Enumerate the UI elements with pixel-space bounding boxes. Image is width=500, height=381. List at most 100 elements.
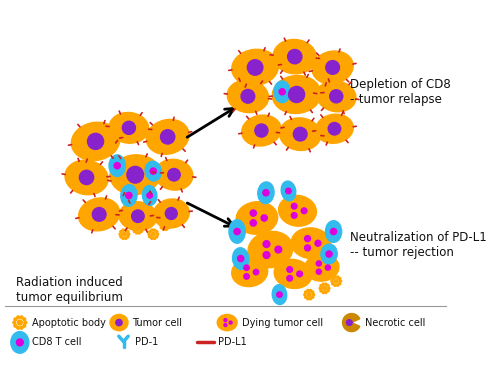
Circle shape bbox=[126, 192, 132, 199]
Circle shape bbox=[292, 203, 297, 209]
Circle shape bbox=[336, 276, 338, 278]
Text: Depletion of CD8
--tumor relapse: Depletion of CD8 --tumor relapse bbox=[350, 78, 450, 106]
Circle shape bbox=[136, 232, 138, 234]
Ellipse shape bbox=[272, 285, 286, 304]
Circle shape bbox=[294, 127, 307, 141]
Text: Dying tumor cell: Dying tumor cell bbox=[242, 318, 322, 328]
Circle shape bbox=[234, 229, 240, 235]
Circle shape bbox=[88, 133, 104, 149]
Circle shape bbox=[16, 327, 20, 329]
Circle shape bbox=[138, 232, 140, 234]
Circle shape bbox=[168, 224, 170, 226]
Circle shape bbox=[316, 269, 322, 274]
Circle shape bbox=[255, 124, 268, 137]
Circle shape bbox=[14, 325, 16, 327]
Circle shape bbox=[326, 265, 330, 270]
Circle shape bbox=[80, 170, 94, 184]
Circle shape bbox=[127, 166, 144, 183]
Circle shape bbox=[165, 228, 168, 231]
Ellipse shape bbox=[109, 155, 126, 176]
Text: CD8 T cell: CD8 T cell bbox=[32, 338, 82, 347]
Circle shape bbox=[156, 233, 158, 235]
Ellipse shape bbox=[274, 81, 290, 102]
Circle shape bbox=[152, 232, 155, 236]
Ellipse shape bbox=[232, 49, 278, 86]
Circle shape bbox=[325, 283, 327, 285]
Circle shape bbox=[250, 210, 256, 216]
Circle shape bbox=[122, 229, 124, 231]
Circle shape bbox=[136, 224, 138, 226]
Circle shape bbox=[346, 320, 352, 325]
Circle shape bbox=[148, 236, 151, 238]
Text: Tumor cell: Tumor cell bbox=[132, 318, 182, 328]
Circle shape bbox=[122, 121, 136, 134]
Circle shape bbox=[326, 251, 332, 257]
Ellipse shape bbox=[326, 221, 342, 242]
Circle shape bbox=[276, 292, 282, 297]
Circle shape bbox=[288, 50, 302, 64]
Circle shape bbox=[286, 188, 291, 194]
Text: Neutralization of PD-L1
-- tumor rejection: Neutralization of PD-L1 -- tumor rejecti… bbox=[350, 231, 486, 259]
Circle shape bbox=[322, 287, 326, 290]
Circle shape bbox=[316, 261, 322, 266]
Circle shape bbox=[304, 291, 307, 293]
Circle shape bbox=[312, 296, 314, 298]
Circle shape bbox=[147, 193, 152, 198]
Ellipse shape bbox=[280, 118, 321, 150]
Circle shape bbox=[332, 277, 334, 280]
Circle shape bbox=[120, 236, 122, 238]
Circle shape bbox=[20, 316, 23, 319]
Circle shape bbox=[319, 287, 322, 290]
Ellipse shape bbox=[232, 258, 268, 287]
Circle shape bbox=[138, 224, 140, 226]
Circle shape bbox=[122, 232, 126, 236]
Text: PD-L1: PD-L1 bbox=[218, 338, 247, 347]
Wedge shape bbox=[342, 314, 359, 331]
Circle shape bbox=[122, 237, 124, 239]
Circle shape bbox=[312, 291, 314, 293]
Ellipse shape bbox=[109, 112, 148, 143]
Ellipse shape bbox=[316, 114, 354, 143]
Ellipse shape bbox=[154, 199, 189, 228]
Circle shape bbox=[14, 318, 16, 321]
Circle shape bbox=[24, 321, 26, 324]
Circle shape bbox=[263, 241, 270, 248]
Circle shape bbox=[166, 208, 177, 219]
Circle shape bbox=[312, 293, 314, 296]
Ellipse shape bbox=[142, 186, 157, 205]
Circle shape bbox=[331, 280, 333, 282]
Circle shape bbox=[140, 230, 142, 232]
Circle shape bbox=[327, 285, 329, 287]
Circle shape bbox=[229, 321, 232, 324]
Circle shape bbox=[127, 236, 129, 238]
Circle shape bbox=[160, 222, 162, 224]
Ellipse shape bbox=[72, 122, 120, 160]
Circle shape bbox=[338, 283, 341, 285]
Circle shape bbox=[134, 225, 136, 227]
Ellipse shape bbox=[291, 228, 331, 259]
Circle shape bbox=[160, 227, 162, 229]
Ellipse shape bbox=[11, 331, 29, 353]
Circle shape bbox=[310, 298, 312, 300]
Ellipse shape bbox=[121, 185, 137, 206]
Circle shape bbox=[328, 123, 340, 135]
Circle shape bbox=[332, 283, 334, 285]
Circle shape bbox=[127, 231, 129, 233]
Circle shape bbox=[248, 60, 263, 75]
Circle shape bbox=[134, 230, 136, 232]
Circle shape bbox=[154, 237, 156, 239]
Circle shape bbox=[288, 86, 304, 102]
Circle shape bbox=[304, 245, 310, 251]
Circle shape bbox=[241, 90, 254, 103]
Circle shape bbox=[148, 233, 150, 235]
Circle shape bbox=[330, 229, 336, 235]
Circle shape bbox=[304, 235, 310, 242]
Ellipse shape bbox=[78, 198, 120, 231]
Circle shape bbox=[263, 190, 269, 196]
Circle shape bbox=[334, 276, 336, 278]
Ellipse shape bbox=[248, 231, 293, 268]
Circle shape bbox=[340, 280, 342, 282]
Ellipse shape bbox=[272, 75, 321, 114]
Text: Necrotic cell: Necrotic cell bbox=[365, 318, 426, 328]
Ellipse shape bbox=[145, 161, 162, 181]
